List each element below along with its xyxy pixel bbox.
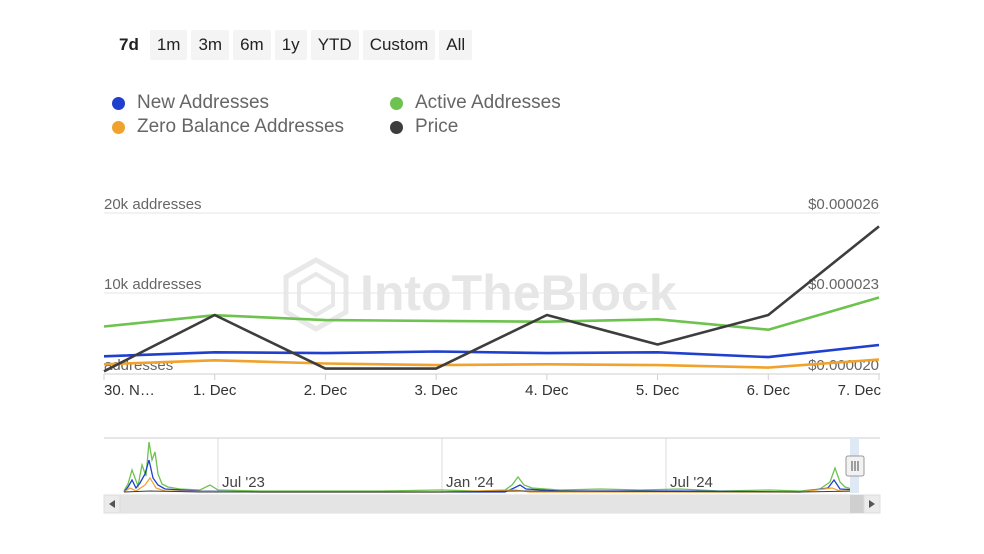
series-line-active-addresses[interactable] xyxy=(103,296,880,331)
scrollbar-thumb[interactable] xyxy=(120,495,850,513)
legend-label: Zero Balance Addresses xyxy=(137,116,345,137)
scrollbar-thumb-end[interactable] xyxy=(850,495,864,513)
x-tick-label: 2. Dec xyxy=(304,382,348,399)
legend-label: Price xyxy=(415,116,459,137)
range-button-3m[interactable]: 3m xyxy=(191,30,230,60)
navigator-scrollbar[interactable] xyxy=(103,494,881,514)
navigator-label: Jul '24 xyxy=(670,474,713,491)
range-selector: 7d 1m 3m 6m 1y YTD Custom All xyxy=(112,30,473,60)
legend-dot-dark xyxy=(390,120,403,134)
series-line-price[interactable] xyxy=(103,225,880,373)
range-button-6m[interactable]: 6m xyxy=(233,30,271,60)
y-axis-right: $0.000026 $0.000023 $0.000020 xyxy=(808,196,879,374)
y-tick-right: $0.000026 xyxy=(808,196,879,213)
series-line-zero-balance-addresses[interactable] xyxy=(103,358,880,369)
y-tick-left: 10k addresses xyxy=(104,276,202,293)
navigator-label: Jan '24 xyxy=(446,474,494,491)
y-tick-left: 20k addresses xyxy=(104,196,202,213)
navigator-series xyxy=(123,441,859,493)
x-tick-label: 7. Dec xyxy=(838,382,882,399)
navigator-price-line xyxy=(123,490,859,493)
watermark-logo-icon xyxy=(283,257,349,332)
chart-legend: New Addresses Active Addresses Zero Bala… xyxy=(112,92,712,142)
navigator: Jul '23 Jan '24 Jul '24 xyxy=(103,437,881,514)
navigator-active-line xyxy=(123,441,858,492)
legend-dot-orange xyxy=(112,120,125,134)
legend-item-zero-balance-addresses[interactable]: Zero Balance Addresses xyxy=(112,116,344,138)
range-button-all[interactable]: All xyxy=(439,30,473,60)
legend-label: Active Addresses xyxy=(415,92,561,113)
legend-item-price[interactable]: Price xyxy=(390,116,458,138)
x-tick-label: 6. Dec xyxy=(747,382,791,399)
x-axis: 30. N… 1. Dec 2. Dec 3. Dec 4. Dec 5. Dec 6. D… xyxy=(103,374,882,399)
range-button-custom[interactable]: Custom xyxy=(362,30,436,60)
range-button-1m[interactable]: 1m xyxy=(149,30,188,60)
legend-item-new-addresses[interactable]: New Addresses xyxy=(112,92,269,114)
legend-item-active-addresses[interactable]: Active Addresses xyxy=(390,92,561,114)
x-tick-label: 4. Dec xyxy=(525,382,569,399)
series-line-new-addresses[interactable] xyxy=(103,343,880,359)
legend-dot-green xyxy=(390,96,403,110)
x-tick-label: 5. Dec xyxy=(636,382,680,399)
range-button-ytd[interactable]: YTD xyxy=(310,30,359,60)
x-tick-label: 30. N… xyxy=(104,382,155,399)
arrow-left-icon xyxy=(109,500,115,508)
series-lines xyxy=(103,225,880,373)
x-tick-label: 3. Dec xyxy=(414,382,458,399)
legend-label: New Addresses xyxy=(137,92,270,113)
range-button-1y[interactable]: 1y xyxy=(274,30,307,60)
range-button-7d[interactable]: 7d xyxy=(112,30,146,60)
x-tick-label: 1. Dec xyxy=(193,382,237,399)
y-tick-right: $0.000023 xyxy=(808,276,879,293)
main-chart: IntoTheBlock 20k addresses 10k addresses… xyxy=(103,196,882,399)
navigator-label: Jul '23 xyxy=(222,474,265,491)
watermark: IntoTheBlock xyxy=(283,257,677,332)
legend-dot-blue xyxy=(112,96,125,110)
navigator-handle[interactable] xyxy=(845,455,865,477)
arrow-right-icon xyxy=(869,500,875,508)
